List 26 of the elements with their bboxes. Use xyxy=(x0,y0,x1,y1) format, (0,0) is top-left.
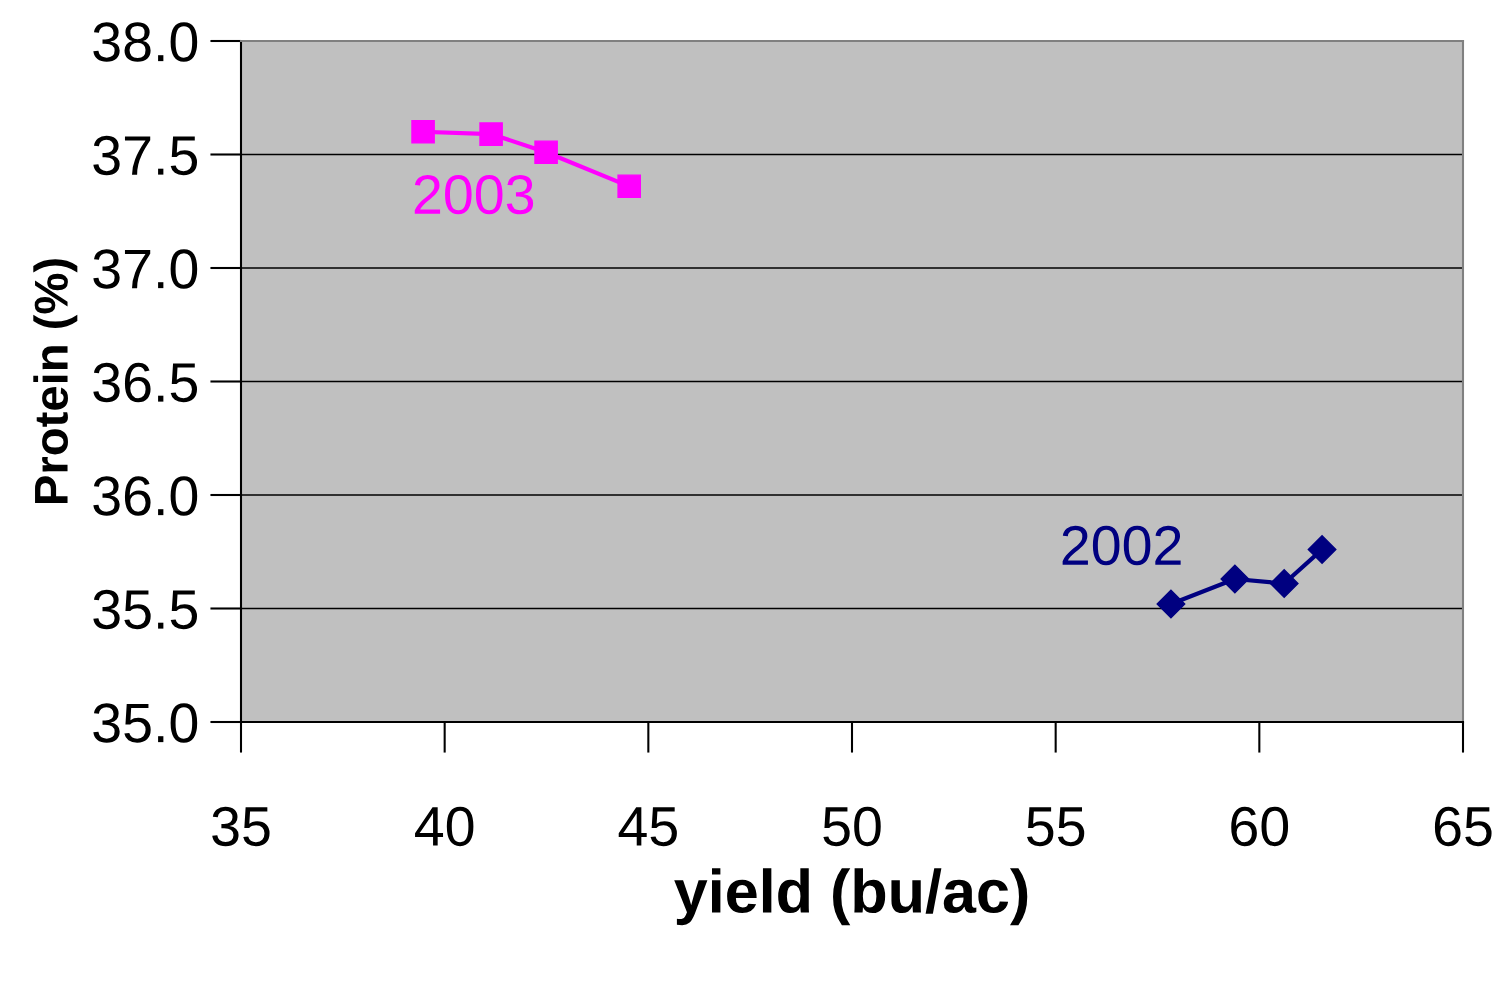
point xyxy=(1156,589,1186,619)
point xyxy=(617,174,641,199)
x-tick-label: 40 xyxy=(415,806,474,847)
y-tick-label: 35.5 xyxy=(93,589,198,630)
y-tick-label: 37.5 xyxy=(93,135,198,176)
point xyxy=(534,140,558,165)
x-axis-title: yield (bu/ac) xyxy=(674,868,1028,926)
x-tick-label: 60 xyxy=(1231,806,1289,847)
y-tick-label: 36.5 xyxy=(93,362,198,403)
point xyxy=(479,122,503,146)
x-tick-label: 55 xyxy=(1026,807,1085,847)
x-tick-label: 65 xyxy=(1434,806,1492,847)
y-axis-title: Protein (%) xyxy=(33,259,78,503)
point xyxy=(411,119,435,144)
y-tick-label: 35.0 xyxy=(93,703,198,743)
point xyxy=(1220,564,1250,594)
x-tick-label: 50 xyxy=(823,806,881,847)
y-tick-label: 36.0 xyxy=(93,476,198,516)
series-label: 2002 xyxy=(1062,525,1181,566)
series-label: 2003 xyxy=(414,174,534,215)
x-tick-label: 35 xyxy=(212,806,270,847)
point xyxy=(1269,569,1299,598)
point xyxy=(1307,535,1337,564)
y-tick-label: 37.0 xyxy=(93,249,198,289)
y-tick-label: 38.0 xyxy=(93,22,198,62)
x-tick-label: 45 xyxy=(618,807,677,847)
